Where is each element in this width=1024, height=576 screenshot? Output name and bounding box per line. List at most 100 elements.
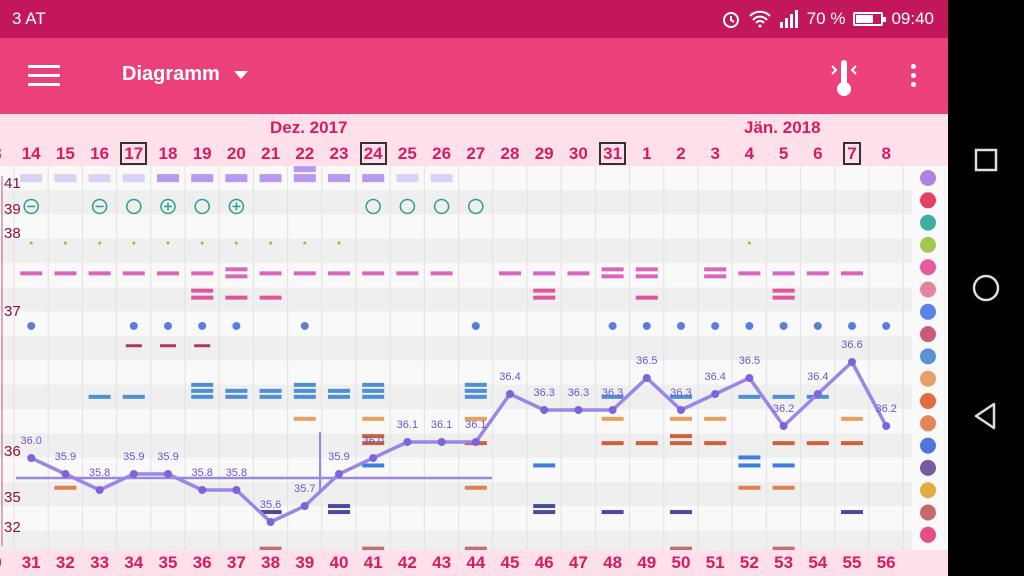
temperature-label: 35.6 (260, 499, 281, 511)
day-11[interactable]: 24 (356, 142, 390, 165)
day-8[interactable]: 21 (254, 144, 288, 164)
grid-row (0, 481, 948, 507)
balloon-mark (328, 504, 350, 509)
leg-mark (464, 416, 487, 421)
hamburger-icon[interactable] (28, 65, 60, 87)
day-1[interactable]: 14 (14, 144, 48, 164)
day-label: 18 (158, 144, 178, 163)
cycle-chart[interactable]: 41 39 38 37 36 35 32 36.0 35.9 35.8 35.9 35.9 35.8 35… (0, 166, 948, 550)
month-header: Dez. 2017 Jän. 2018 (0, 114, 948, 140)
leg-mark (704, 416, 727, 421)
day-5[interactable]: 18 (151, 144, 185, 164)
axis-label-37: 37 (4, 303, 21, 320)
cycle-day-1: 31 (21, 553, 41, 572)
day-9[interactable]: 22 (288, 144, 322, 164)
bleeding-mark (225, 174, 248, 183)
signal-icon (779, 10, 798, 28)
temperature-point (369, 454, 378, 462)
note-dot (608, 321, 617, 330)
feeling-mark (499, 271, 521, 276)
cycle-icon (920, 526, 936, 543)
arm-mark (738, 463, 761, 468)
day-label: 15 (55, 144, 75, 163)
cycle-day-24: 54 (808, 553, 828, 572)
day-label: 30 (568, 144, 588, 163)
day-22[interactable]: 4 (732, 144, 766, 164)
temperature-point (677, 406, 685, 414)
day-15[interactable]: 28 (493, 144, 527, 164)
chevron-down-icon (233, 70, 248, 79)
day-4[interactable]: 17 (117, 142, 151, 165)
cycle-day-6: 36 (192, 553, 212, 572)
app-bar: Diagramm (0, 38, 948, 114)
day-19[interactable]: 1 (630, 144, 664, 164)
temperature-label: 35.8 (226, 467, 247, 479)
thermometer-icon[interactable] (828, 58, 860, 98)
flame-mark (772, 441, 795, 446)
pain-mark (533, 295, 556, 300)
cervix-dot (29, 241, 33, 245)
day-18[interactable]: 31 (596, 142, 630, 165)
day-23[interactable]: 5 (767, 144, 801, 164)
day-20[interactable]: 2 (664, 144, 698, 164)
day-3[interactable]: 16 (83, 144, 117, 164)
recent-apps-icon[interactable] (964, 138, 1008, 182)
note-dot (300, 321, 309, 330)
day-12[interactable]: 25 (390, 144, 424, 164)
temperature-point (403, 438, 412, 446)
cycle-day-9: 39 (295, 553, 315, 572)
day-25[interactable]: 7 (835, 142, 869, 165)
cycle-day-0: 0 (0, 553, 14, 573)
day-24[interactable]: 6 (801, 144, 835, 164)
day-21[interactable]: 3 (698, 144, 732, 164)
pain-mark (225, 295, 248, 300)
day-6[interactable]: 19 (185, 144, 219, 164)
day-16[interactable]: 29 (527, 144, 561, 164)
day-7[interactable]: 20 (219, 144, 253, 164)
sparkle-mark (464, 382, 487, 387)
note-icon (920, 303, 936, 320)
feeling-mark (122, 271, 145, 276)
pain-mark (533, 288, 556, 293)
day-13[interactable]: 26 (425, 144, 459, 164)
day-label: 3 (0, 144, 2, 163)
temperature-label: 36.4 (499, 371, 520, 383)
bleeding-mark (362, 174, 385, 183)
day-0[interactable]: 3 (0, 144, 14, 164)
temperature-label: 35.9 (157, 451, 178, 463)
arm-mark (738, 455, 761, 460)
home-icon[interactable] (964, 266, 1008, 310)
temperature-label: 35.9 (328, 451, 349, 463)
flame-mark (362, 441, 385, 446)
temperature-point (266, 518, 275, 526)
cervix-dot (166, 241, 170, 245)
temperature-label: 36.3 (602, 387, 623, 399)
note-dot (882, 321, 891, 330)
temperature-point (642, 374, 651, 382)
bleeding-mark (20, 174, 43, 183)
day-14[interactable]: 27 (459, 144, 493, 164)
temperature-label: 36.4 (704, 371, 725, 383)
feeling-mark (533, 271, 556, 276)
day-26[interactable]: 8 (869, 144, 903, 164)
temperature-point (813, 390, 822, 398)
back-icon[interactable] (964, 394, 1008, 438)
note-dot (164, 321, 172, 330)
sparkle-mark (259, 388, 282, 393)
day-10[interactable]: 23 (322, 144, 356, 164)
drop-icon (920, 192, 936, 209)
axis-label-41: 41 (4, 175, 21, 192)
temperature-point (129, 470, 138, 478)
navigation-bar (948, 0, 1024, 576)
day-2[interactable]: 15 (48, 144, 82, 164)
pain-mark (772, 295, 795, 300)
sparkle-mark (293, 388, 316, 393)
sparkle-mark (191, 382, 214, 387)
day-label: 23 (329, 144, 349, 163)
temperature-label: 36.4 (807, 371, 828, 383)
view-selector[interactable]: Diagramm (122, 63, 248, 86)
cycle-day-12: 42 (397, 553, 417, 572)
day-17[interactable]: 30 (561, 144, 595, 164)
cycle-day-5: 35 (158, 553, 178, 572)
more-vert-icon[interactable] (908, 64, 918, 90)
